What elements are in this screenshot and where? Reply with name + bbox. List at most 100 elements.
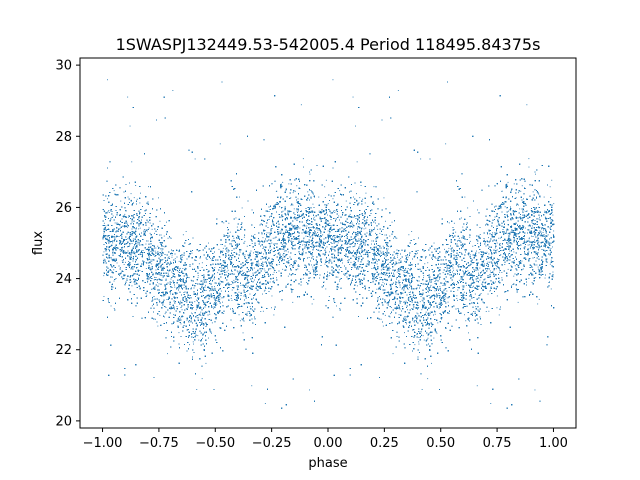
data-point bbox=[356, 193, 357, 195]
data-point bbox=[271, 307, 272, 309]
data-point bbox=[372, 230, 374, 232]
data-point bbox=[439, 267, 441, 269]
data-point bbox=[318, 196, 320, 198]
data-point bbox=[403, 318, 405, 320]
data-point bbox=[211, 295, 213, 296]
data-point bbox=[506, 207, 508, 209]
data-point bbox=[384, 234, 386, 236]
data-point bbox=[542, 227, 544, 229]
data-point bbox=[487, 293, 489, 295]
data-point bbox=[435, 282, 437, 284]
data-point bbox=[510, 190, 512, 192]
data-point bbox=[445, 296, 447, 298]
data-point bbox=[358, 240, 360, 242]
data-point bbox=[501, 190, 503, 192]
data-point bbox=[339, 280, 340, 282]
data-point bbox=[333, 246, 335, 248]
data-point bbox=[337, 259, 339, 261]
data-point bbox=[193, 315, 194, 317]
data-point bbox=[178, 332, 180, 334]
data-point bbox=[220, 290, 222, 292]
data-point bbox=[308, 257, 310, 258]
data-point bbox=[233, 279, 235, 281]
data-point bbox=[440, 287, 441, 289]
data-point bbox=[489, 256, 491, 258]
data-point bbox=[405, 267, 407, 269]
data-point bbox=[498, 314, 500, 316]
data-point bbox=[365, 252, 367, 254]
data-point bbox=[371, 268, 373, 269]
data-point bbox=[396, 282, 398, 283]
data-point bbox=[296, 185, 298, 187]
data-point bbox=[315, 233, 317, 235]
data-point bbox=[269, 232, 271, 234]
data-point bbox=[139, 270, 141, 271]
data-point bbox=[337, 258, 338, 260]
data-point bbox=[133, 246, 135, 248]
data-point bbox=[329, 272, 330, 274]
data-point bbox=[285, 285, 287, 287]
data-point bbox=[167, 272, 169, 274]
data-point bbox=[162, 245, 164, 247]
data-point bbox=[489, 290, 491, 292]
data-point bbox=[509, 233, 511, 235]
data-point bbox=[325, 288, 327, 290]
data-point bbox=[143, 229, 145, 230]
data-point bbox=[445, 280, 447, 282]
data-point bbox=[160, 253, 162, 255]
data-point bbox=[307, 191, 309, 193]
data-point bbox=[279, 249, 281, 250]
data-point bbox=[145, 262, 147, 263]
data-point bbox=[474, 281, 476, 283]
data-point bbox=[319, 216, 321, 218]
data-point bbox=[119, 228, 121, 230]
data-point bbox=[224, 278, 226, 279]
data-point bbox=[371, 243, 372, 245]
data-point bbox=[222, 247, 224, 249]
data-point bbox=[187, 318, 188, 320]
data-point bbox=[342, 262, 343, 264]
data-point bbox=[289, 265, 291, 267]
data-point bbox=[215, 300, 217, 301]
data-point bbox=[318, 210, 320, 212]
data-point bbox=[195, 329, 197, 331]
data-point bbox=[128, 245, 130, 247]
data-point bbox=[519, 208, 521, 210]
data-point bbox=[263, 220, 265, 222]
data-point bbox=[155, 273, 157, 275]
data-point bbox=[182, 234, 184, 236]
data-point bbox=[348, 216, 350, 218]
data-point bbox=[197, 277, 199, 279]
data-point bbox=[440, 300, 442, 302]
data-point bbox=[474, 293, 476, 295]
data-point bbox=[311, 235, 313, 237]
data-point bbox=[182, 256, 183, 258]
data-point bbox=[522, 268, 524, 270]
data-point bbox=[228, 256, 230, 258]
data-point bbox=[408, 273, 410, 274]
data-point bbox=[346, 221, 348, 223]
data-point bbox=[146, 294, 148, 296]
data-point bbox=[388, 295, 390, 297]
data-point bbox=[498, 251, 500, 253]
data-point bbox=[414, 277, 415, 279]
data-point bbox=[219, 283, 221, 285]
data-point bbox=[372, 280, 374, 282]
data-point bbox=[421, 389, 423, 390]
data-point bbox=[424, 263, 426, 265]
data-point bbox=[553, 230, 555, 232]
data-point bbox=[151, 305, 153, 307]
data-point bbox=[537, 203, 539, 205]
data-point bbox=[347, 246, 349, 248]
data-point bbox=[379, 276, 381, 278]
data-point bbox=[547, 234, 549, 236]
data-point bbox=[105, 260, 106, 262]
data-point bbox=[242, 332, 244, 334]
data-point bbox=[269, 263, 271, 265]
data-point bbox=[523, 257, 525, 259]
data-point bbox=[201, 287, 202, 288]
data-point bbox=[480, 251, 482, 253]
data-point bbox=[262, 237, 264, 239]
data-point bbox=[287, 251, 289, 253]
data-point bbox=[146, 240, 147, 242]
